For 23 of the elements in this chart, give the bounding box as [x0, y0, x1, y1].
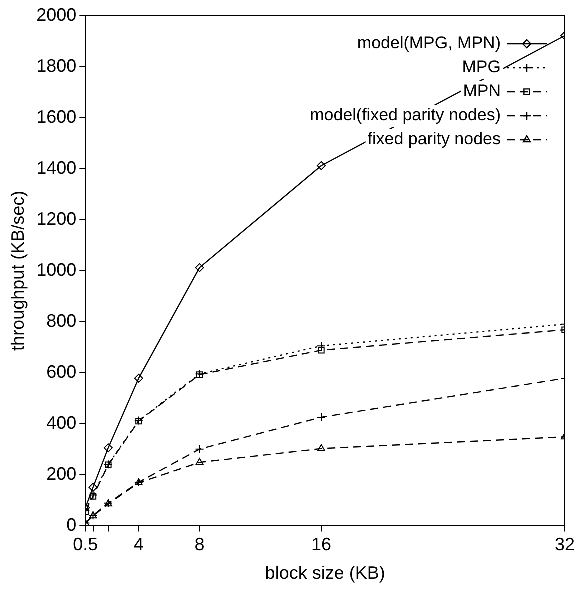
y-tick-label: 0 — [66, 514, 77, 535]
x-tick-label: 32 — [554, 534, 576, 555]
legend-label: model(MPG, MPN) — [357, 34, 501, 53]
y-tick-label: 1200 — [36, 208, 77, 229]
x-tick-label: 8 — [194, 534, 205, 555]
x-tick-label: 4 — [134, 534, 144, 555]
legend-label: MPN — [463, 82, 501, 101]
x-tick-label: 0.5 — [73, 534, 98, 555]
y-tick-label: 1400 — [36, 158, 77, 178]
y-tick-label: 2000 — [36, 4, 77, 25]
y-tick-label: 800 — [46, 310, 77, 331]
y-tick-label: 1600 — [36, 106, 77, 127]
y-tick-label: 200 — [46, 464, 77, 484]
y-tick-label: 1000 — [36, 260, 77, 280]
x-axis-title: block size (KB) — [265, 563, 386, 584]
legend-label: fixed parity nodes — [368, 130, 501, 149]
y-axis-title: throughput (KB/sec) — [8, 190, 28, 351]
legend-label: MPG — [462, 58, 501, 77]
y-tick-label: 1800 — [36, 56, 77, 76]
y-tick-label: 400 — [46, 412, 77, 433]
legend-label: model(fixed parity nodes) — [310, 106, 501, 125]
x-tick-label: 16 — [312, 534, 332, 555]
y-tick-label: 600 — [46, 362, 77, 382]
